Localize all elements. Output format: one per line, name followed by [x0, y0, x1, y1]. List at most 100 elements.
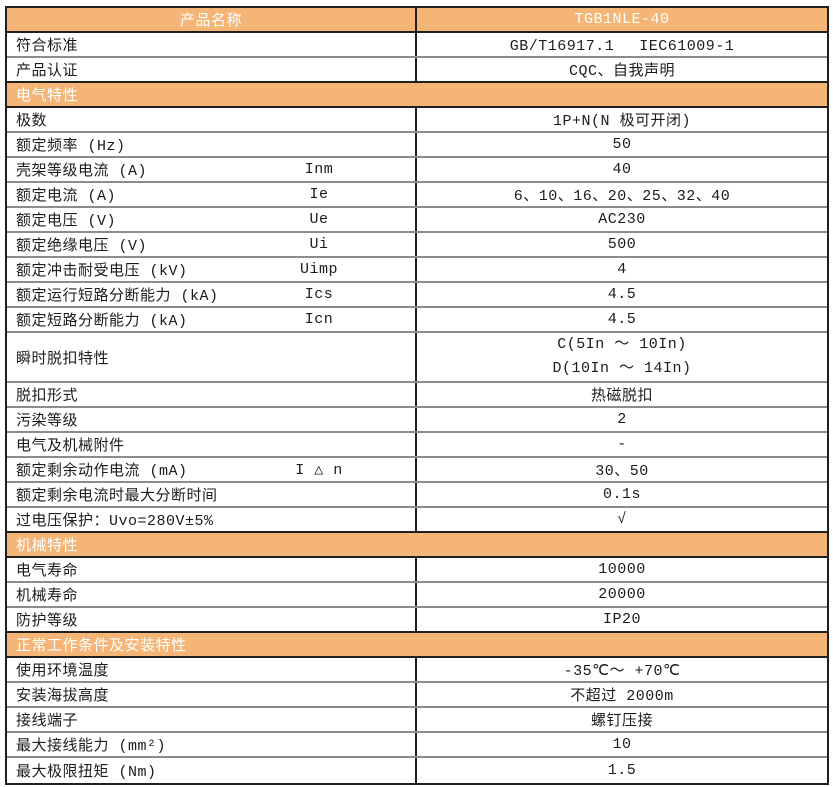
spec-row: 额定剩余动作电流 (mA) I △ n 30、50 [7, 458, 827, 483]
spec-row: 瞬时脱扣特性 C(5In ～ 10In) D(10In ～ 14In) [7, 333, 827, 383]
spec-row: 安装海拔高度 不超过 2000m [7, 683, 827, 708]
spec-row: 壳架等级电流 (A) Inm 40 [7, 158, 827, 183]
spec-label-cell: 壳架等级电流 (A) Inm [7, 158, 417, 181]
spec-label: 额定剩余动作电流 (mA) [16, 463, 188, 480]
spec-row: 额定绝缘电压 (V) Ui 500 [7, 233, 827, 258]
spec-value-cell: GB/T16917.1 IEC61009-1 [509, 38, 735, 55]
spec-value-line: C(5In ～ 10In) [557, 336, 687, 353]
spec-value-cell: 500 [607, 236, 637, 253]
spec-label-cell: 额定电流 (A) Ie [7, 183, 417, 206]
spec-label: 额定电流 (A) [16, 188, 117, 205]
spec-label-cell: 防护等级 [7, 608, 417, 631]
spec-symbol: Ui [309, 236, 329, 253]
spec-row: 机械寿命 20000 [7, 583, 827, 608]
spec-value-cell: 2 [617, 411, 627, 428]
spec-label: 污染等级 [16, 413, 79, 430]
spec-label-cell: 额定剩余动作电流 (mA) I △ n [7, 458, 417, 481]
spec-label: 机械寿命 [16, 588, 79, 605]
spec-row: 脱扣形式 热磁脱扣 [7, 383, 827, 408]
spec-value-cell: CQC、自我声明 [568, 63, 675, 80]
section-row: 机械特性 [7, 533, 827, 558]
spec-row: 污染等级 2 [7, 408, 827, 433]
spec-value-cell: 50 [612, 136, 632, 153]
spec-label-cell: 额定频率 (Hz) [7, 133, 417, 156]
spec-label: 瞬时脱扣特性 [16, 350, 110, 368]
spec-row: 最大接线能力 (mm²) 10 [7, 733, 827, 758]
spec-label: 额定冲击耐受电压 (kV) [16, 263, 188, 280]
spec-value-cell: IP20 [602, 611, 641, 628]
spec-label-cell: 极数 [7, 108, 417, 131]
spec-row: 过电压保护：Uvo=280V±5% √ [7, 508, 827, 533]
spec-label: 电气寿命 [16, 563, 79, 580]
spec-value-cell: 不超过 2000m [570, 688, 674, 705]
spec-row: 额定运行短路分断能力 (kA) Ics 4.5 [7, 283, 827, 308]
spec-label: 额定频率 (Hz) [16, 138, 126, 155]
spec-value-cell: 4.5 [607, 311, 637, 328]
spec-row: 符合标准 GB/T16917.1 IEC61009-1 [7, 33, 827, 58]
spec-value-cell: C(5In ～ 10In) D(10In ～ 14In) [417, 333, 827, 381]
spec-value-cell: 10 [612, 736, 632, 753]
spec-value-cell: 螺钉压接 [590, 713, 653, 730]
spec-label: 壳架等级电流 (A) [16, 163, 148, 180]
section-row: 电气特性 [7, 83, 827, 108]
spec-label-cell: 额定剩余电流时最大分断时间 [7, 483, 417, 506]
spec-label: 产品认证 [16, 63, 79, 80]
spec-value-cell: 10000 [598, 561, 646, 578]
spec-symbol: Uimp [299, 261, 338, 278]
spec-label-cell: 脱扣形式 [7, 383, 417, 406]
spec-value-cell: AC230 [598, 211, 646, 228]
spec-symbol: Ie [309, 186, 329, 203]
spec-value-cell: 热磁脱扣 [590, 388, 653, 405]
spec-symbol: I △ n [295, 462, 343, 479]
spec-value-line: D(10In ～ 14In) [552, 360, 692, 377]
spec-table: 产品名称 TGB1NLE-40 符合标准 GB/T16917.1 IEC61009… [5, 6, 829, 785]
spec-label: 额定短路分断能力 (kA) [16, 313, 188, 330]
spec-label-cell: 最大接线能力 (mm²) [7, 733, 417, 756]
product-model-value: TGB1NLE-40 [574, 11, 670, 28]
spec-symbol: Inm [304, 161, 334, 178]
spec-label: 防护等级 [16, 613, 79, 630]
spec-value-cell: √ [617, 511, 627, 528]
spec-label: 最大极限扭矩 (Nm) [16, 764, 157, 781]
spec-value-cell: 20000 [598, 586, 646, 603]
spec-label-cell: 接线端子 [7, 708, 417, 731]
spec-symbol: Ics [304, 286, 334, 303]
spec-value-cell: 1P+N(N 极可开闭) [552, 113, 691, 130]
spec-label-cell: 额定电压 (V) Ue [7, 208, 417, 231]
spec-row: 额定电压 (V) Ue AC230 [7, 208, 827, 233]
spec-label: 脱扣形式 [16, 388, 79, 405]
section-title: 机械特性 [16, 538, 79, 555]
spec-label: 接线端子 [16, 713, 79, 730]
spec-label-cell: 额定运行短路分断能力 (kA) Ics [7, 283, 417, 306]
spec-value-cell: - [617, 436, 627, 453]
spec-row: 接线端子 螺钉压接 [7, 708, 827, 733]
spec-value-cell: -35℃～ +70℃ [563, 663, 681, 680]
spec-row: 防护等级 IP20 [7, 608, 827, 633]
spec-label-cell: 过电压保护：Uvo=280V±5% [7, 508, 417, 531]
spec-label: 额定电压 (V) [16, 213, 117, 230]
spec-row: 额定电流 (A) Ie 6、10、16、20、25、32、40 [7, 183, 827, 208]
spec-row: 额定短路分断能力 (kA) Icn 4.5 [7, 308, 827, 333]
spec-row: 电气及机械附件 - [7, 433, 827, 458]
spec-label: 额定剩余电流时最大分断时间 [16, 488, 218, 505]
spec-label: 电气及机械附件 [16, 438, 125, 455]
spec-label-cell: 产品认证 [7, 58, 417, 81]
spec-label: 极数 [16, 113, 48, 130]
spec-value-cell: 4 [617, 261, 627, 278]
section-title: 正常工作条件及安装特性 [16, 638, 187, 655]
spec-row: 产品认证 CQC、自我声明 [7, 58, 827, 83]
spec-row: 额定频率 (Hz) 50 [7, 133, 827, 158]
spec-label-cell: 额定冲击耐受电压 (kV) Uimp [7, 258, 417, 281]
spec-label-cell: 符合标准 [7, 33, 417, 56]
spec-label-cell: 使用环境温度 [7, 658, 417, 681]
spec-label-cell: 电气及机械附件 [7, 433, 417, 456]
spec-label-cell: 瞬时脱扣特性 [7, 333, 417, 381]
spec-label-cell: 电气寿命 [7, 558, 417, 581]
spec-label: 符合标准 [16, 38, 79, 55]
spec-value-cell: 0.1s [602, 486, 641, 503]
spec-label: 过电压保护：Uvo=280V±5% [16, 513, 214, 530]
spec-value-cell: 30、50 [595, 463, 649, 480]
section-title: 电气特性 [16, 88, 79, 105]
spec-symbol: Ue [309, 211, 329, 228]
spec-symbol: Icn [304, 311, 334, 328]
